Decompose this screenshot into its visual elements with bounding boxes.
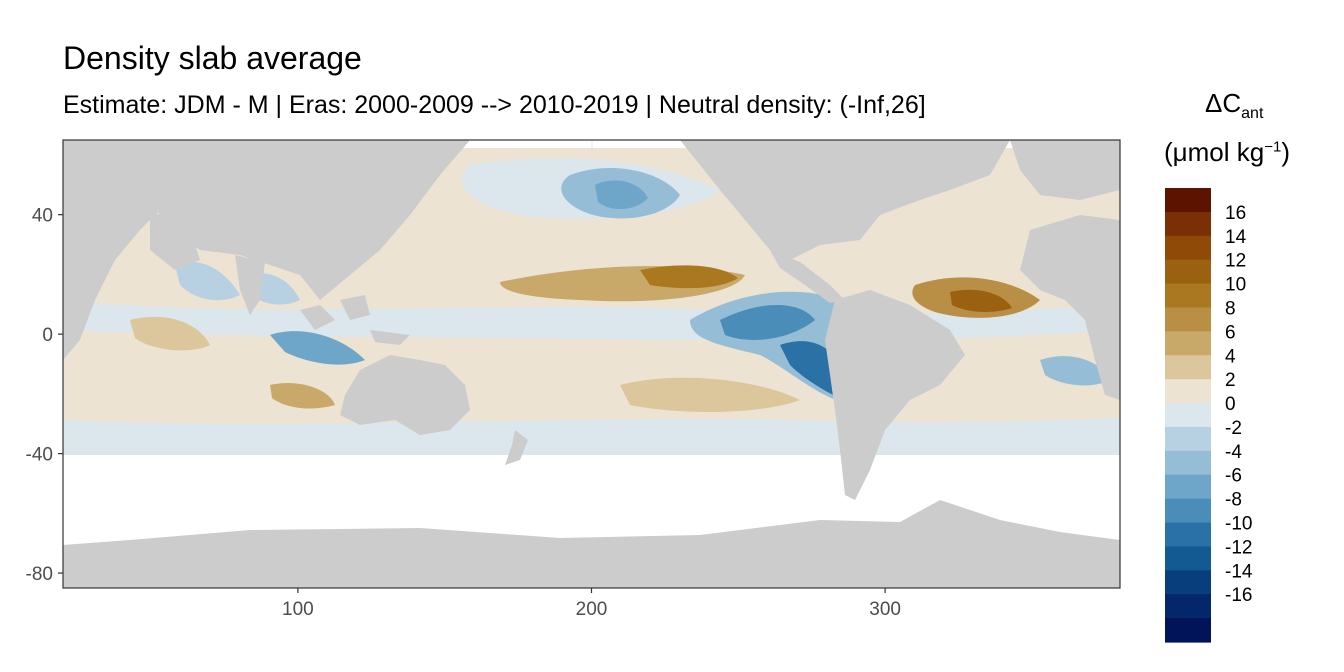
arabia <box>150 210 200 270</box>
y-tick-label--80: -80 <box>26 564 53 585</box>
southern-light-band <box>63 418 1120 455</box>
india <box>235 255 265 315</box>
legend-label-10: -4 <box>1225 442 1242 463</box>
legend-label-12: -8 <box>1225 490 1242 511</box>
legend-label-0: 16 <box>1225 203 1246 224</box>
legend-swatch-12 <box>1165 474 1211 500</box>
legend-swatch-11 <box>1165 450 1211 476</box>
chart-subtitle: Estimate: JDM - M | Eras: 2000-2009 --> … <box>63 91 926 119</box>
legend-swatch-5 <box>1165 307 1211 332</box>
legend-unit-suffix: ) <box>1281 137 1290 167</box>
legend-swatch-9 <box>1165 403 1211 428</box>
atlantic-core <box>950 289 1012 312</box>
legend-swatch-4 <box>1165 283 1211 309</box>
legend-label-9: -2 <box>1225 418 1242 439</box>
legend-swatch-14 <box>1165 522 1211 548</box>
legend-swatch-13 <box>1165 498 1211 524</box>
legend-swatch-2 <box>1165 235 1211 261</box>
africa-east <box>1020 215 1120 400</box>
north-pacific-core <box>595 180 648 210</box>
australia <box>340 355 470 435</box>
y-axis: 40 0 -40 -80 <box>26 206 63 585</box>
landmasses <box>63 140 1120 500</box>
chart-title: Density slab average <box>63 40 362 76</box>
indonesia-2 <box>340 295 370 320</box>
legend-label-3: 10 <box>1225 275 1246 296</box>
legend-swatch-10 <box>1165 426 1211 452</box>
y-tick-label--40: -40 <box>26 445 53 466</box>
legend-label-4: 8 <box>1225 298 1236 319</box>
arabian-blue <box>175 261 240 301</box>
legend-swatch-8 <box>1165 379 1211 404</box>
new-zealand <box>505 430 528 465</box>
central-america <box>770 250 845 303</box>
legend-label-15: -14 <box>1225 561 1253 582</box>
legend-unit-prefix: (μmol kg <box>1164 137 1265 167</box>
x-tick-label-300: 300 <box>869 599 901 620</box>
legend-label-2: 12 <box>1225 251 1246 272</box>
legend-label-7: 2 <box>1225 370 1236 391</box>
legend-label-16: -16 <box>1225 585 1252 606</box>
legend-label-13: -10 <box>1225 514 1252 535</box>
legend-swatch-17 <box>1165 594 1211 619</box>
legend-colorbar <box>1165 188 1211 643</box>
indonesia-blue <box>270 331 365 365</box>
south-indian-warm-2 <box>270 382 335 409</box>
legend-title-unit: (μmol kg−1) <box>1164 139 1290 165</box>
legend-label-14: -12 <box>1225 537 1252 558</box>
legend-swatch-7 <box>1165 355 1211 380</box>
north-america <box>680 140 1010 260</box>
indonesia-3 <box>370 330 410 345</box>
greenland-europe <box>1010 140 1120 200</box>
legend-label-5: 6 <box>1225 322 1236 343</box>
legend-label-11: -6 <box>1225 466 1242 487</box>
legend-swatch-1 <box>1165 211 1211 237</box>
legend-swatch-16 <box>1165 570 1211 595</box>
south-america <box>825 290 965 500</box>
asia <box>150 140 470 300</box>
x-tick-label-100: 100 <box>282 599 314 620</box>
legend-label-8: 0 <box>1225 394 1236 415</box>
y-tick-label-0: 0 <box>42 325 53 346</box>
east-pacific-mid <box>720 305 815 340</box>
antarctica <box>63 500 1120 588</box>
legend-title-main: ΔCant <box>1205 90 1263 122</box>
legend-swatch-6 <box>1165 331 1211 356</box>
south-indian-warm <box>130 316 210 351</box>
legend-unit-exponent: −1 <box>1264 138 1282 156</box>
legend-label-6: 4 <box>1225 346 1236 367</box>
legend-swatch-3 <box>1165 259 1211 285</box>
legend-title-symbol: ΔC <box>1205 88 1242 118</box>
legend-swatch-15 <box>1165 546 1211 571</box>
south-atlantic-blue <box>1040 356 1110 386</box>
south-pacific-warm <box>620 377 800 412</box>
x-tick-label-200: 200 <box>576 599 608 620</box>
indonesia-1 <box>300 305 335 330</box>
x-axis: 100 200 300 <box>282 588 901 620</box>
y-tick-label-40: 40 <box>32 206 53 227</box>
legend-swatch-18 <box>1165 618 1211 643</box>
legend-label-1: 14 <box>1225 227 1247 248</box>
tropical-np-core <box>640 265 738 289</box>
legend-labels: 16 14 12 108 6 4 2 0 -2 -4 -6 -8 -10-12 -14 -16 <box>1225 203 1253 606</box>
legend-swatch-0 <box>1165 188 1211 213</box>
legend-title-subscript: ant <box>1241 105 1264 123</box>
